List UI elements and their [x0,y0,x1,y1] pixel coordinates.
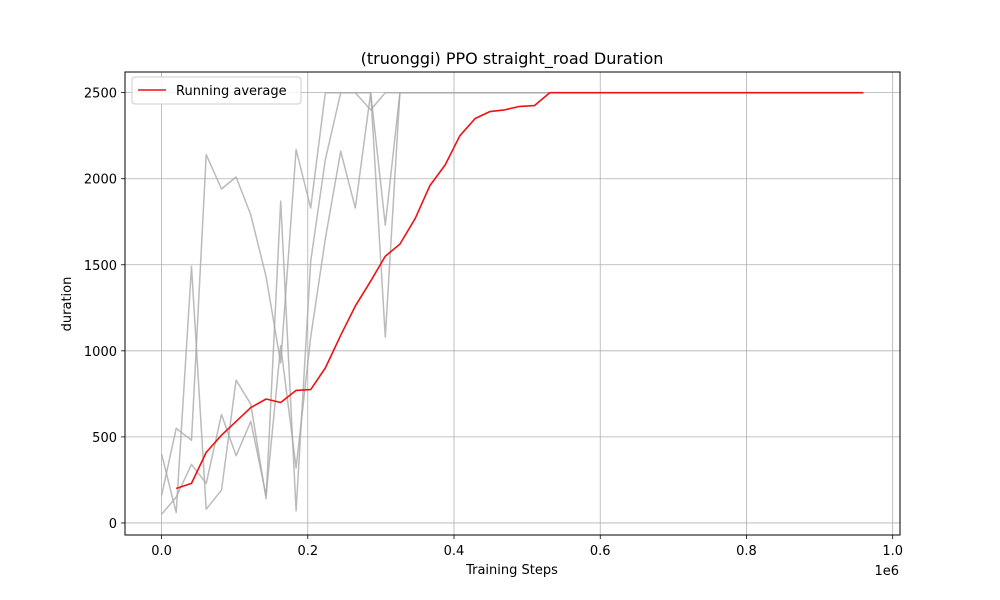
y-tick-label: 2500 [84,87,117,102]
series-line-raw-1 [160,91,864,496]
x-offset-label: 1e6 [874,564,899,579]
y-tick-label: 2000 [84,173,117,188]
x-tick-label: 0.6 [590,544,611,559]
x-axis-label: Training Steps [465,563,558,578]
series-line-running-average [175,91,864,490]
y-tick-label: 1000 [84,345,117,360]
y-tick-label: 0 [109,517,117,532]
x-tick-label: 1.0 [882,544,903,559]
legend-box [131,76,302,105]
ticks: 0.0 0.2 0.4 0.6 0.8 1.0 0 500 1000 1500 2000 2500 [84,87,903,559]
y-axis-label: duration [60,277,75,332]
legend-label-running-average: Running average [176,84,287,99]
x-tick-label: 0.8 [736,544,757,559]
series-line-raw-3 [161,91,864,515]
plot-frame [124,71,901,536]
x-tick-label: 0.4 [444,544,465,559]
x-tick-label: 0.0 [151,544,172,559]
y-tick-label: 1500 [84,259,117,274]
y-tick-label: 500 [92,431,117,446]
x-tick-label: 0.2 [297,544,318,559]
series-line-raw-2 [160,91,864,514]
series-layer [160,91,864,515]
legend: Running average [131,76,302,105]
chart-title: (truonggi) PPO straight_road Duration [361,49,664,69]
